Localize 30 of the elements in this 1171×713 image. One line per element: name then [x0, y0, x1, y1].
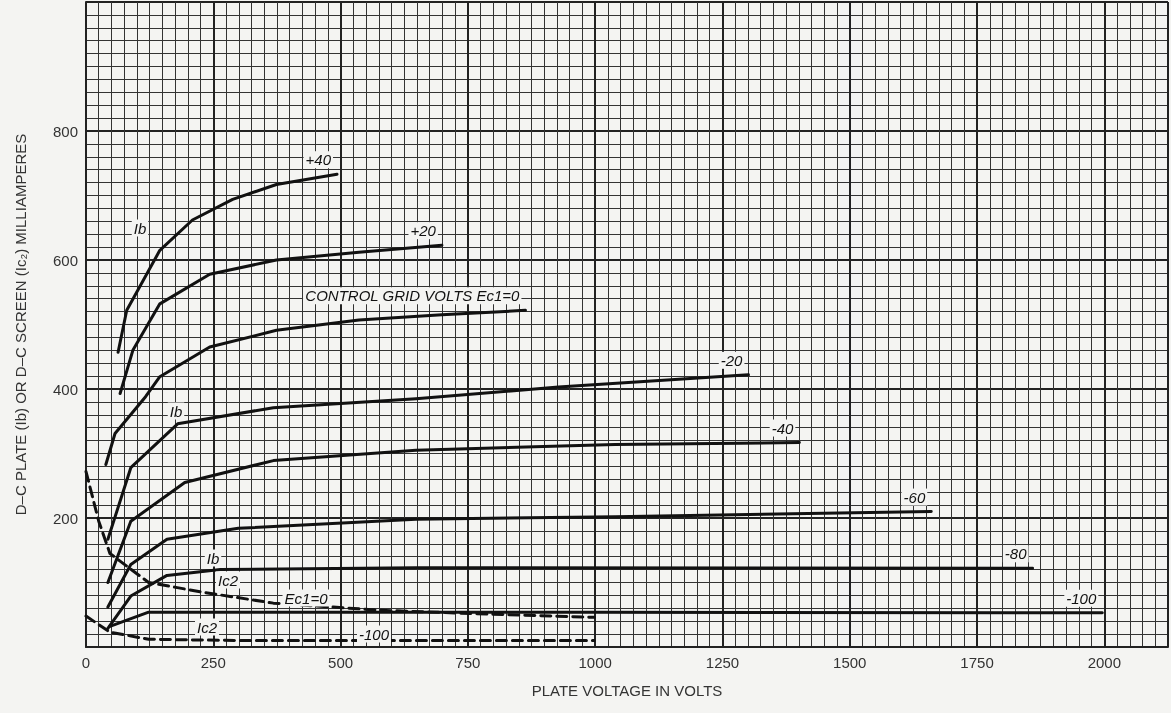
x-tick-label: 500 — [328, 654, 354, 671]
annotation: Ib — [169, 402, 183, 420]
series-label: CONTROL GRID VOLTS Ec1=0 — [305, 287, 521, 305]
annotation: Ec1=0 — [284, 589, 329, 607]
y-tick-label: 800 — [52, 122, 78, 140]
series-label: +20 — [410, 222, 437, 240]
series-label: -60 — [903, 488, 926, 506]
x-tick-label: 1000 — [578, 654, 612, 671]
series-label: -80 — [1004, 545, 1028, 563]
y-tick-label: 600 — [52, 251, 78, 269]
annotation: Ib — [206, 549, 220, 567]
y-tick-label: 200 — [52, 509, 78, 527]
annotation: Ib — [133, 219, 147, 237]
x-tick-label: 2000 — [1087, 654, 1122, 671]
x-tick-label: 1750 — [960, 654, 994, 671]
x-tick-label: 1250 — [705, 654, 740, 671]
annotation: Ic2 — [217, 571, 239, 589]
y-axis-title: D–C PLATE (Ib) OR D–C SCREEN (Ic₂) MILLIAMPERES — [12, 133, 29, 516]
annotation: Ic2 — [196, 618, 218, 636]
annotation: -100 — [358, 625, 390, 643]
series-label: -20 — [720, 351, 744, 369]
x-axis-title: PLATE VOLTAGE IN VOLTS — [531, 682, 723, 699]
x-tick-label: 0 — [81, 654, 91, 671]
x-tick-label: 1500 — [833, 654, 867, 671]
series-label: +40 — [305, 151, 332, 169]
series-label: -100 — [1066, 589, 1097, 607]
x-tick-label: 750 — [455, 654, 481, 671]
y-tick-label: 400 — [52, 380, 78, 398]
x-tick-label: 250 — [200, 654, 226, 671]
series-label: -40 — [771, 419, 795, 437]
